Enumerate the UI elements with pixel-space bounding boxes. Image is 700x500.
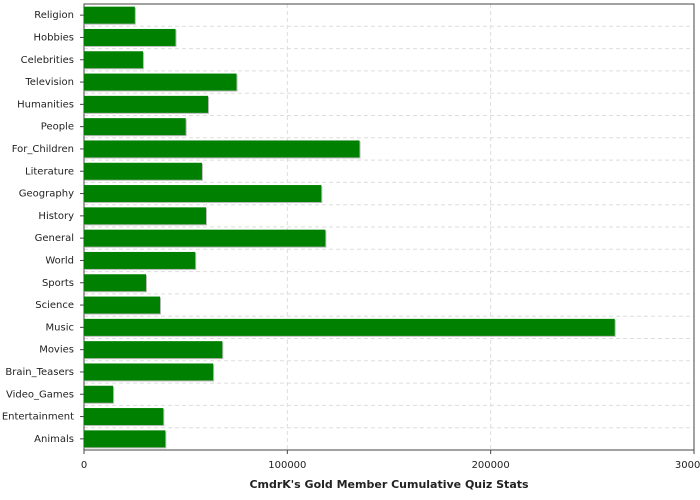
bar bbox=[84, 363, 214, 381]
bar bbox=[84, 140, 360, 158]
bar bbox=[84, 251, 196, 269]
chart-title: CmdrK's Gold Member Cumulative Quiz Stat… bbox=[249, 478, 529, 491]
y-tick-label: World bbox=[45, 255, 74, 266]
y-tick-label: General bbox=[35, 233, 74, 244]
y-tick-label: People bbox=[41, 122, 74, 133]
y-tick-label: Entertainment bbox=[2, 412, 74, 423]
y-tick-label: Television bbox=[24, 77, 74, 88]
bar bbox=[84, 207, 206, 225]
bar bbox=[84, 318, 615, 336]
y-tick-label: Science bbox=[35, 300, 74, 311]
bar bbox=[84, 95, 209, 113]
bar bbox=[84, 185, 322, 203]
y-tick-label: Literature bbox=[25, 166, 74, 177]
x-tick-label: 0 bbox=[81, 460, 87, 471]
y-tick-label: Humanities bbox=[17, 99, 74, 110]
y-tick-label: Music bbox=[46, 322, 74, 333]
bar bbox=[84, 408, 164, 426]
y-tick-label: Celebrities bbox=[21, 55, 74, 66]
bar bbox=[84, 296, 161, 314]
bar bbox=[84, 430, 166, 448]
y-tick-label: Hobbies bbox=[34, 32, 74, 43]
bar bbox=[84, 341, 223, 359]
bar bbox=[84, 28, 176, 46]
x-tick-label: 200000 bbox=[472, 460, 510, 471]
bar bbox=[84, 118, 186, 136]
bar bbox=[84, 229, 326, 247]
y-tick-label: Sports bbox=[42, 278, 74, 289]
y-tick-label: Video_Games bbox=[6, 389, 74, 400]
bar bbox=[84, 385, 114, 403]
bar bbox=[84, 162, 202, 180]
y-tick-label: Religion bbox=[34, 10, 74, 21]
bar bbox=[84, 6, 135, 24]
bar bbox=[84, 51, 143, 69]
y-tick-label: Brain_Teasers bbox=[5, 367, 74, 378]
x-tick-label: 300000 bbox=[675, 460, 700, 471]
bar bbox=[84, 274, 147, 292]
plot-frame bbox=[83, 3, 695, 451]
y-tick-label: For_Children bbox=[12, 144, 74, 155]
bar bbox=[84, 73, 237, 91]
y-tick-label: Movies bbox=[39, 345, 74, 356]
x-tick-label: 100000 bbox=[268, 460, 306, 471]
y-tick-label: Geography bbox=[19, 189, 74, 200]
y-tick-label: History bbox=[38, 211, 74, 222]
y-tick-label: Animals bbox=[34, 434, 74, 445]
